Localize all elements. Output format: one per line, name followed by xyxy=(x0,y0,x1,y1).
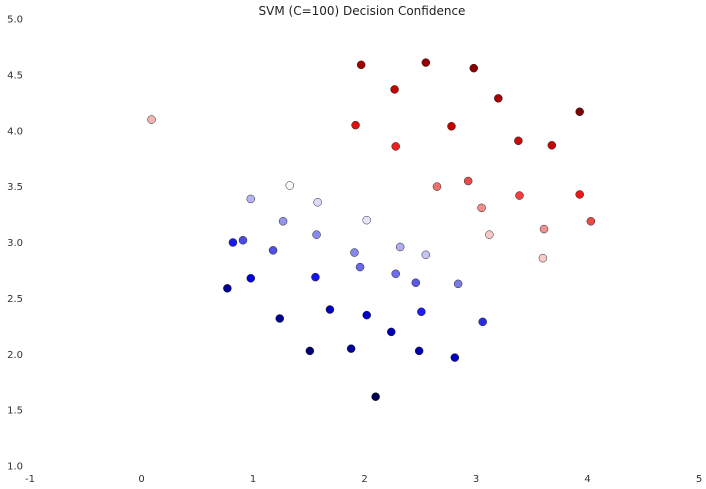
data-point xyxy=(417,307,426,317)
data-point xyxy=(575,107,584,117)
data-point xyxy=(390,85,399,94)
data-point xyxy=(387,327,396,337)
data-point xyxy=(371,392,380,401)
data-point xyxy=(362,215,371,225)
y-tick-label: 2.5 xyxy=(7,294,23,305)
data-point xyxy=(538,253,548,263)
y-tick-label: 4.5 xyxy=(7,70,23,81)
x-tick-label: 3 xyxy=(473,474,479,485)
data-point xyxy=(414,346,424,356)
data-point xyxy=(147,115,156,124)
data-point xyxy=(355,262,365,272)
y-axis-ticks: 1.0 1.5 2.0 2.5 3.0 3.5 4.0 4.5 5.0 xyxy=(7,15,23,473)
data-point xyxy=(246,274,256,283)
data-point xyxy=(421,58,431,67)
data-point xyxy=(515,191,524,200)
data-point xyxy=(346,344,356,353)
data-point xyxy=(228,238,238,247)
y-tick-label: 3.5 xyxy=(7,182,23,193)
data-point xyxy=(391,269,400,279)
chart-title: SVM (C=100) Decision Confidence xyxy=(259,4,466,18)
data-point xyxy=(356,60,366,70)
x-tick-label: 5 xyxy=(696,474,702,485)
data-point xyxy=(325,305,335,314)
data-point xyxy=(575,190,584,199)
data-point xyxy=(453,279,463,289)
data-point xyxy=(223,284,232,293)
data-point xyxy=(469,63,479,73)
data-point xyxy=(463,176,473,186)
y-tick-label: 3.0 xyxy=(7,238,23,249)
data-point xyxy=(311,272,320,282)
data-point xyxy=(313,198,322,207)
data-point xyxy=(278,217,288,226)
data-point xyxy=(477,203,486,213)
data-point xyxy=(432,182,442,191)
x-tick-label: 2 xyxy=(361,474,367,485)
data-point xyxy=(312,230,321,239)
data-point xyxy=(285,181,295,190)
data-point xyxy=(395,242,405,252)
data-point xyxy=(547,141,557,150)
data-point xyxy=(305,346,315,356)
y-tick-label: 2.0 xyxy=(7,350,23,361)
data-points xyxy=(147,58,596,401)
data-point xyxy=(350,248,359,257)
x-axis-ticks: -1 0 1 2 3 4 5 xyxy=(25,474,702,485)
data-point xyxy=(246,194,256,204)
data-point xyxy=(268,246,278,255)
data-point xyxy=(539,224,549,234)
data-point xyxy=(494,94,503,103)
data-point xyxy=(478,317,487,327)
x-tick-label: 0 xyxy=(138,474,144,485)
data-point xyxy=(411,278,421,287)
data-point xyxy=(362,310,371,320)
data-point xyxy=(485,230,494,239)
y-tick-label: 1.0 xyxy=(7,462,23,473)
data-point xyxy=(275,314,285,323)
data-point xyxy=(586,217,596,226)
x-tick-label: 4 xyxy=(584,474,590,485)
y-tick-label: 4.0 xyxy=(7,126,23,137)
data-point xyxy=(447,122,456,131)
data-point xyxy=(450,353,460,362)
y-tick-label: 5.0 xyxy=(7,15,23,26)
data-point xyxy=(421,250,431,260)
x-tick-label: -1 xyxy=(25,474,35,485)
x-tick-label: 1 xyxy=(250,474,256,485)
data-point xyxy=(391,142,400,151)
data-point xyxy=(351,120,360,130)
data-point xyxy=(238,236,248,245)
data-point xyxy=(514,136,523,146)
y-tick-label: 1.5 xyxy=(7,406,23,417)
